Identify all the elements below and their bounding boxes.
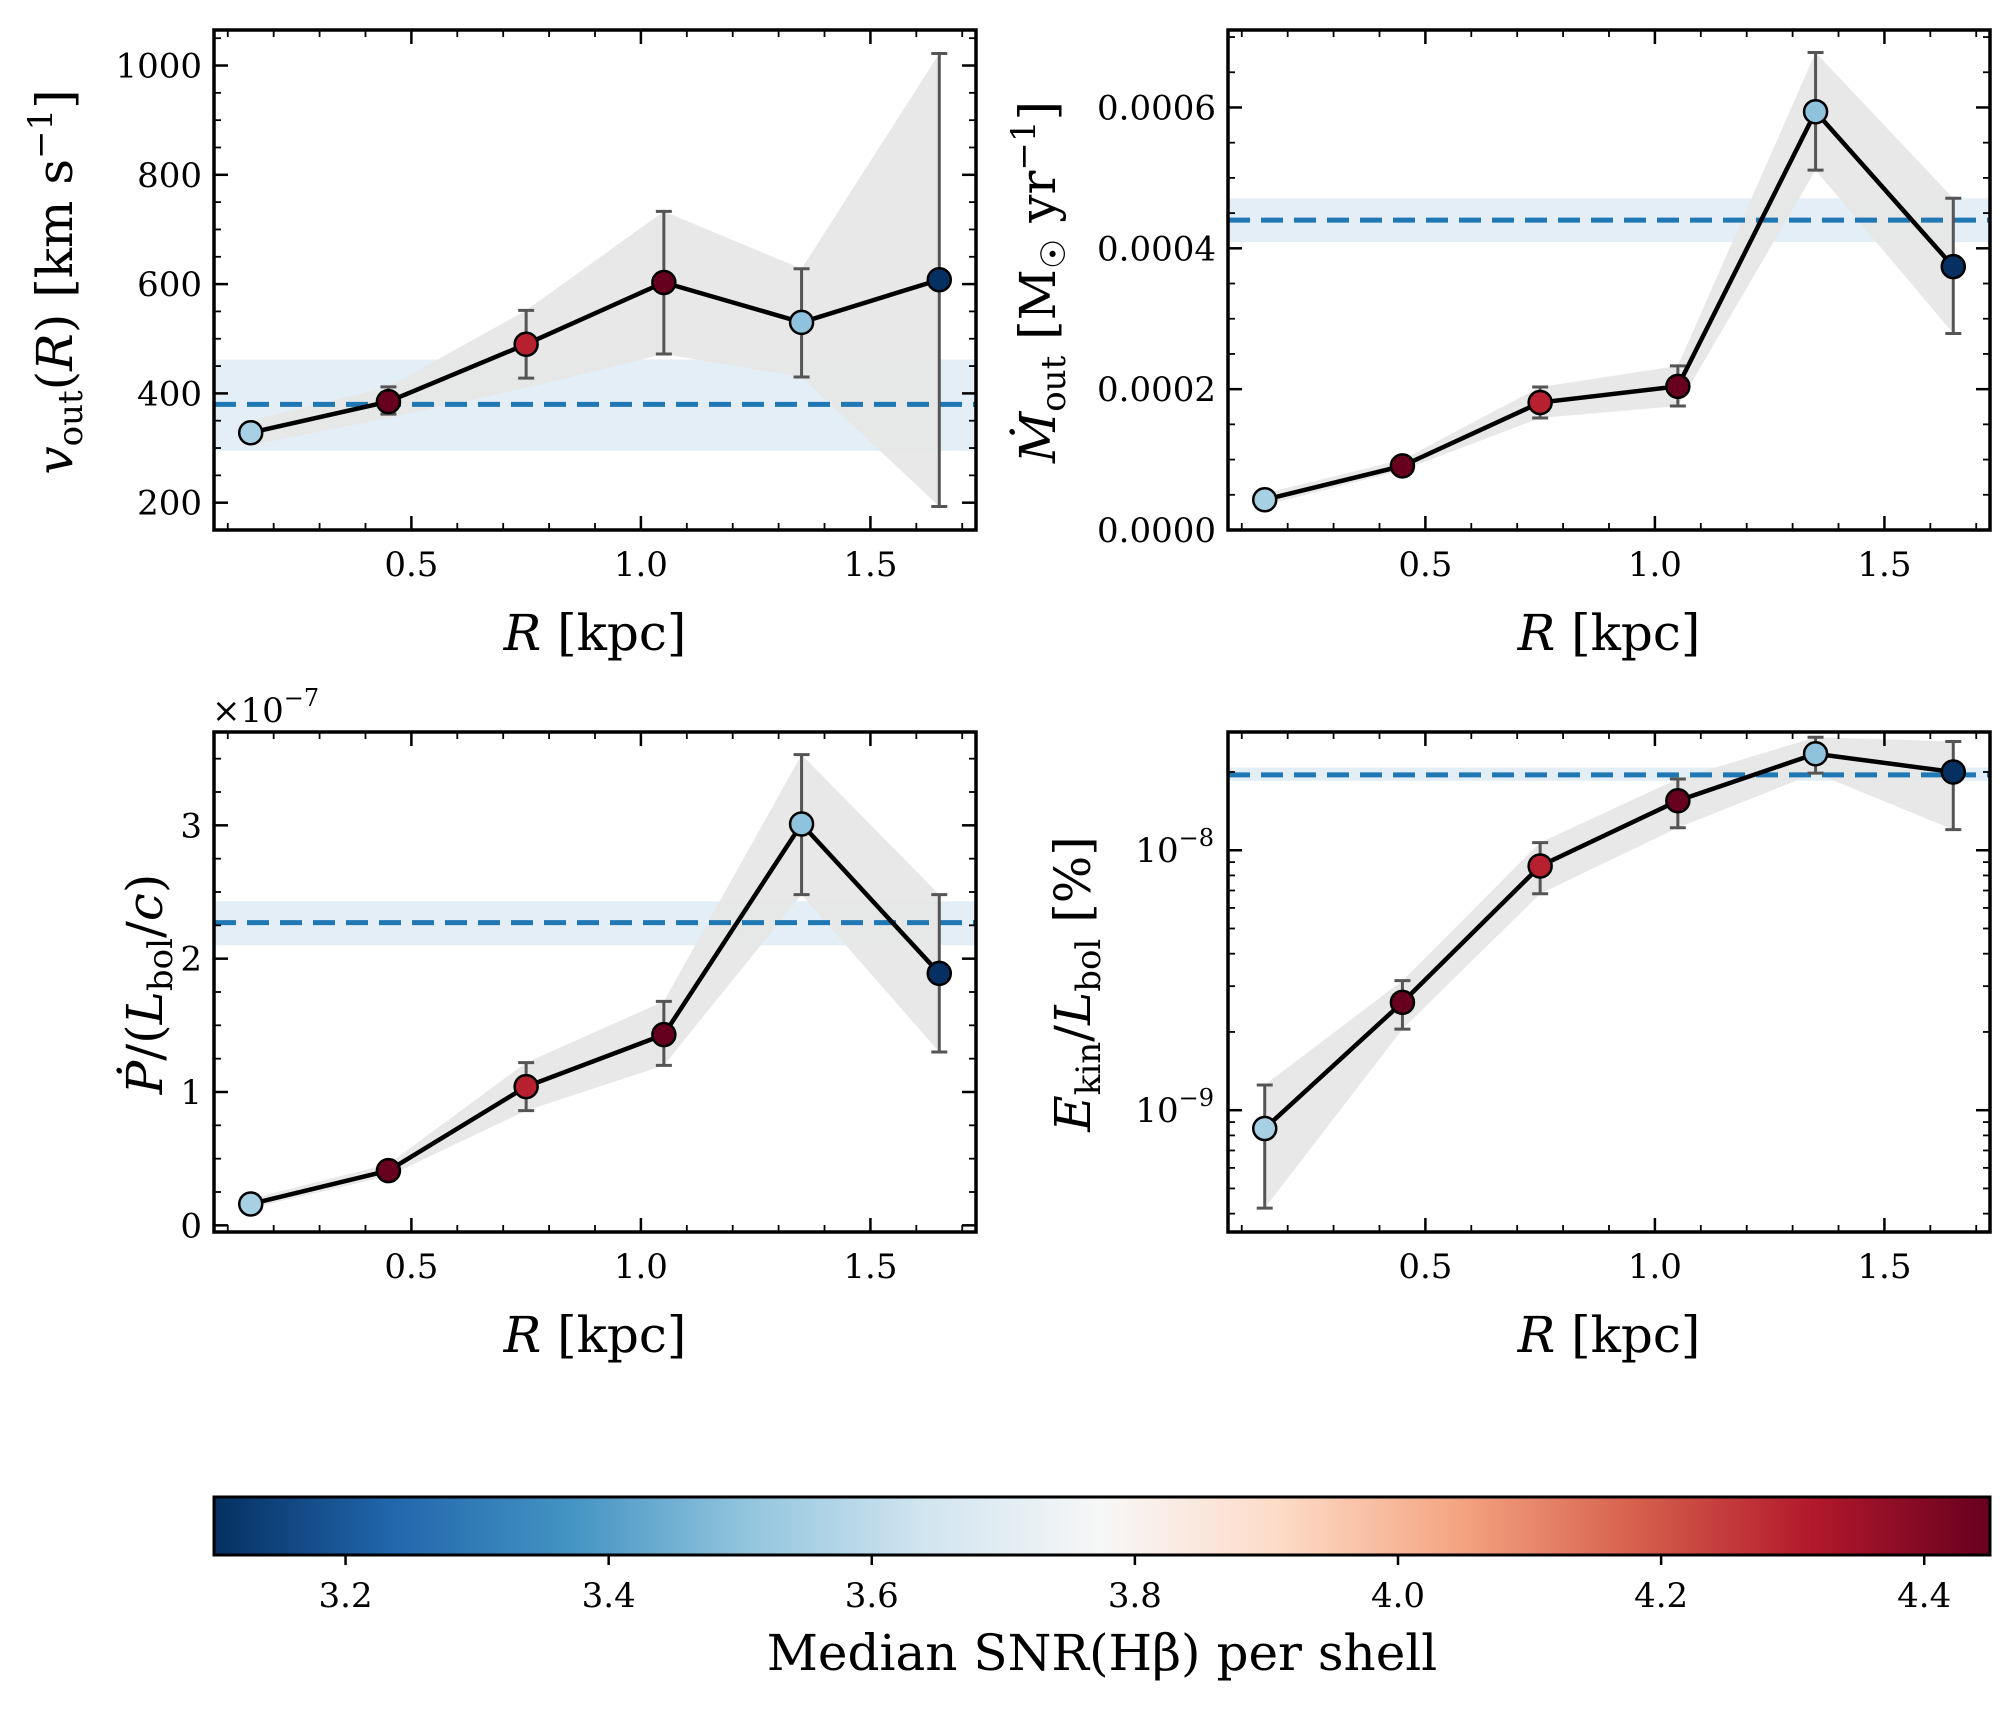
mdot-plot-area	[1228, 51, 1990, 513]
vout-x-axis-label: R [kpc]	[503, 604, 687, 662]
mdot-axes: 0.5 1.0 1.5 0.0000 0.0002 0.0004 0.0006	[1097, 28, 1992, 585]
mdot-frame	[1226, 28, 1992, 532]
mdot-y-tick-label: 0.0004	[1097, 229, 1216, 269]
colorbar-tick-label: 4.2	[1634, 1576, 1688, 1616]
colorbar-tick-label: 3.4	[582, 1576, 636, 1616]
pdot-plot-area	[214, 753, 976, 1217]
ekin-x-axis-label: R [kpc]	[1517, 1306, 1701, 1364]
vout-y-tick-label: 600	[137, 265, 202, 305]
pdot-y-tick-label: 3	[180, 806, 202, 846]
vout-series-line	[250, 277, 940, 435]
panel-mass-outflow-rate: 0.5 1.0 1.5 0.0000 0.0002 0.0004 0.0006 Ṁout […	[1004, 28, 1992, 662]
mdot-uncertainty-band	[1264, 52, 1954, 506]
mdot-x-tick-label: 0.5	[1398, 545, 1452, 585]
colorbar: 3.2 3.4 3.6 3.8 4.0 4.2 4.4 Median SNR(Hβ) per…	[212, 1495, 1992, 1682]
vout-data-point	[375, 388, 402, 415]
colorbar-label: Median SNR(Hβ) per shell	[767, 1624, 1438, 1682]
ekin-data-point	[1665, 788, 1691, 814]
vout-data-point	[926, 266, 953, 293]
vout-x-tick-label: 1.0	[614, 545, 668, 585]
vout-y-tick-label: 1000	[115, 47, 202, 87]
ekin-data-point	[1527, 853, 1553, 879]
panel-momentum-rate: 0.5 1.0 1.5 0 1 2 3 Ṗ/(Lbol/c) ×10−7 R [kpc]	[115, 684, 978, 1364]
vout-y-axis-label: vout(R) [km s−1]	[21, 89, 91, 474]
pdot-axes: 0.5 1.0 1.5 0 1 2 3	[180, 730, 978, 1287]
pdot-data-point	[788, 811, 815, 837]
pdot-x-tick-label: 1.5	[843, 1247, 897, 1287]
pdot-offset-text: ×10−7	[212, 684, 319, 731]
ekin-uncertainty-band	[1264, 737, 1954, 1209]
ekin-x-tick-label: 1.5	[1857, 1247, 1911, 1287]
pdot-data-point	[513, 1073, 539, 1100]
mdot-y-tick-label: 0.0002	[1097, 370, 1216, 410]
colorbar-ticks: 3.2 3.4 3.6 3.8 4.0 4.2 4.4	[319, 1555, 1951, 1616]
vout-y-tick-label: 400	[137, 374, 202, 414]
mdot-y-tick-label: 0.0000	[1097, 511, 1216, 551]
mdot-data-point	[1665, 373, 1691, 400]
ekin-errorbar	[1945, 739, 1962, 832]
vout-uncertainty-band	[250, 53, 940, 507]
panel-outflow-velocity: 0.5 1.0 1.5 200 400 600 800 1000 vout(R) [km s−…	[21, 28, 978, 662]
mdot-y-axis-label: Ṁout [M☉ yr−1]	[1004, 101, 1074, 464]
pdot-data-point	[375, 1157, 402, 1184]
vout-plot-area	[214, 51, 976, 509]
mdot-x-axis-label: R [kpc]	[1517, 604, 1701, 662]
ekin-x-tick-label: 1.0	[1628, 1247, 1682, 1287]
mdot-series-line	[1264, 107, 1955, 502]
vout-x-tick-label: 0.5	[384, 545, 438, 585]
mdot-data-point	[1940, 253, 1967, 280]
vout-data-point	[237, 419, 264, 446]
pdot-data-point	[651, 1021, 677, 1048]
ekin-data-point	[1251, 1115, 1278, 1142]
vout-data-point	[651, 269, 677, 296]
ekin-x-tick-label: 0.5	[1398, 1247, 1452, 1287]
panel-kinetic-energy: 0.5 1.0 1.5 10−9 10−8 Ekin/Lbol [%] R [kpc]	[1044, 730, 1992, 1364]
pdot-y-tick-label: 1	[180, 1073, 202, 1113]
pdot-x-axis-label: R [kpc]	[503, 1306, 687, 1364]
ekin-data-point	[1389, 989, 1416, 1016]
pdot-frame	[212, 730, 978, 1234]
colorbar-tick-label: 4.0	[1371, 1576, 1425, 1616]
pdot-y-axis-label: Ṗ/(Lbol/c)	[115, 874, 181, 1096]
pdot-x-tick-label: 1.0	[614, 1247, 668, 1287]
colorbar-tick-label: 3.2	[319, 1576, 373, 1616]
ekin-data-point	[1940, 759, 1967, 785]
vout-data-point	[513, 331, 539, 357]
mdot-y-tick-label: 0.0006	[1097, 88, 1216, 128]
pdot-y-tick-label: 2	[180, 940, 202, 980]
ekin-y-tick-label: 10−8	[1135, 824, 1214, 871]
mdot-data-point	[1389, 453, 1416, 479]
mdot-x-tick-label: 1.5	[1857, 545, 1911, 585]
pdot-data-point	[237, 1191, 264, 1217]
ekin-y-axis-label: Ekin/Lbol [%]	[1044, 836, 1109, 1132]
ekin-errorbar	[1256, 1083, 1273, 1210]
mdot-data-point	[1802, 98, 1829, 125]
colorbar-gradient	[212, 1495, 1992, 1557]
vout-data-point	[788, 309, 815, 336]
ekin-y-tick-label: 10−9	[1135, 1084, 1214, 1131]
vout-x-tick-label: 1.5	[843, 545, 897, 585]
pdot-x-tick-label: 0.5	[384, 1247, 438, 1287]
mdot-data-point	[1527, 389, 1553, 416]
vout-y-tick-label: 800	[137, 156, 202, 196]
pdot-y-tick-label: 0	[180, 1206, 202, 1246]
mdot-data-point	[1251, 486, 1278, 513]
ekin-plot-area	[1228, 735, 1990, 1210]
pdot-data-point	[926, 960, 953, 987]
pdot-uncertainty-band	[250, 754, 940, 1208]
ekin-series-line	[1263, 751, 1954, 1131]
mdot-x-tick-label: 1.0	[1628, 545, 1682, 585]
ekin-data-point	[1802, 741, 1829, 767]
ekin-axes: 0.5 1.0 1.5 10−9 10−8	[1135, 730, 1992, 1287]
pdot-series-line	[250, 820, 941, 1207]
vout-axes: 0.5 1.0 1.5 200 400 600 800 1000	[115, 28, 978, 585]
colorbar-tick-label: 4.4	[1897, 1576, 1951, 1616]
colorbar-tick-label: 3.6	[845, 1576, 899, 1616]
vout-y-tick-label: 200	[137, 484, 202, 524]
ekin-frame	[1226, 730, 1992, 1234]
colorbar-tick-label: 3.8	[1108, 1576, 1162, 1616]
